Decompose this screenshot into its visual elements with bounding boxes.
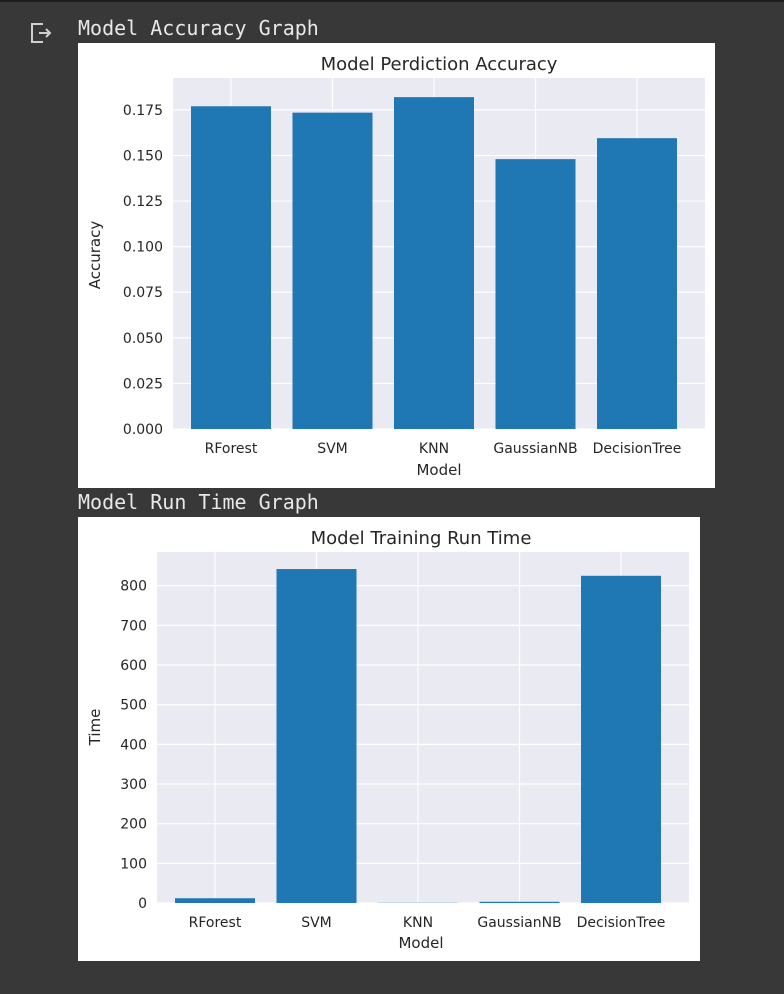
bar-rforest <box>175 898 255 903</box>
bar-svm <box>292 112 373 429</box>
y-tick-label: 600 <box>120 658 147 674</box>
x-tick-label: RForest <box>189 915 242 931</box>
runtime-caption: Model Run Time Graph <box>78 490 319 514</box>
x-tick-label: GaussianNB <box>477 915 561 931</box>
y-axis-label: Accuracy <box>86 221 104 290</box>
runtime-chart-panel: 0 100 200 300 400 500 600 700 800 RForest SVM KNN G… <box>78 517 700 961</box>
bar-rforest <box>191 106 271 430</box>
bar-knn <box>394 97 474 430</box>
y-tick-label: 0.075 <box>123 285 163 301</box>
runtime-chart: 0 100 200 300 400 500 600 700 800 RForest SVM KNN G… <box>86 528 689 952</box>
y-tick-label: 500 <box>120 698 147 714</box>
x-axis-label: Model <box>416 461 461 479</box>
bar-gaussiannb <box>495 159 576 429</box>
y-tick-label: 0.125 <box>123 194 163 210</box>
y-tick-label: 0.175 <box>123 103 163 119</box>
bar-decisiontree <box>597 138 677 429</box>
output-arrow-icon[interactable] <box>28 20 54 46</box>
x-axis-label: Model <box>398 934 443 952</box>
accuracy-chart-panel: 0.000 0.025 0.050 0.075 0.100 0.125 0.150 0.175… <box>78 43 715 488</box>
accuracy-caption: Model Accuracy Graph <box>78 16 319 40</box>
y-tick-label: 100 <box>120 856 147 872</box>
y-axis-label: Time <box>86 709 104 747</box>
x-tick-label: DecisionTree <box>577 915 666 931</box>
bar-svm <box>276 569 357 903</box>
x-tick-label: KNN <box>403 915 433 931</box>
y-tick-label: 300 <box>120 777 147 793</box>
x-tick-label: RForest <box>205 441 258 457</box>
x-tick-label: SVM <box>317 441 348 457</box>
x-tick-label: DecisionTree <box>593 441 682 457</box>
y-tick-label: 400 <box>120 737 147 753</box>
chart-title: Model Perdiction Accuracy <box>321 54 558 75</box>
y-tick-label: 0.100 <box>123 240 163 256</box>
y-tick-label: 200 <box>120 817 147 833</box>
y-tick-label: 700 <box>120 618 147 634</box>
y-tick-label: 0.025 <box>123 376 163 392</box>
cell-top-border <box>0 0 784 2</box>
x-tick-label: SVM <box>301 915 332 931</box>
y-tick-label: 800 <box>120 579 147 595</box>
x-tick-label: GaussianNB <box>493 441 577 457</box>
bar-decisiontree <box>581 575 661 903</box>
y-tick-label: 0.050 <box>123 331 163 347</box>
y-tick-label: 0 <box>138 896 147 912</box>
y-tick-label: 0.150 <box>123 148 163 164</box>
x-tick-label: KNN <box>419 441 449 457</box>
bar-gaussiannb <box>479 901 560 903</box>
y-tick-label: 0.000 <box>123 422 163 438</box>
accuracy-chart: 0.000 0.025 0.050 0.075 0.100 0.125 0.150 0.175… <box>86 54 705 479</box>
chart-title: Model Training Run Time <box>311 528 532 549</box>
